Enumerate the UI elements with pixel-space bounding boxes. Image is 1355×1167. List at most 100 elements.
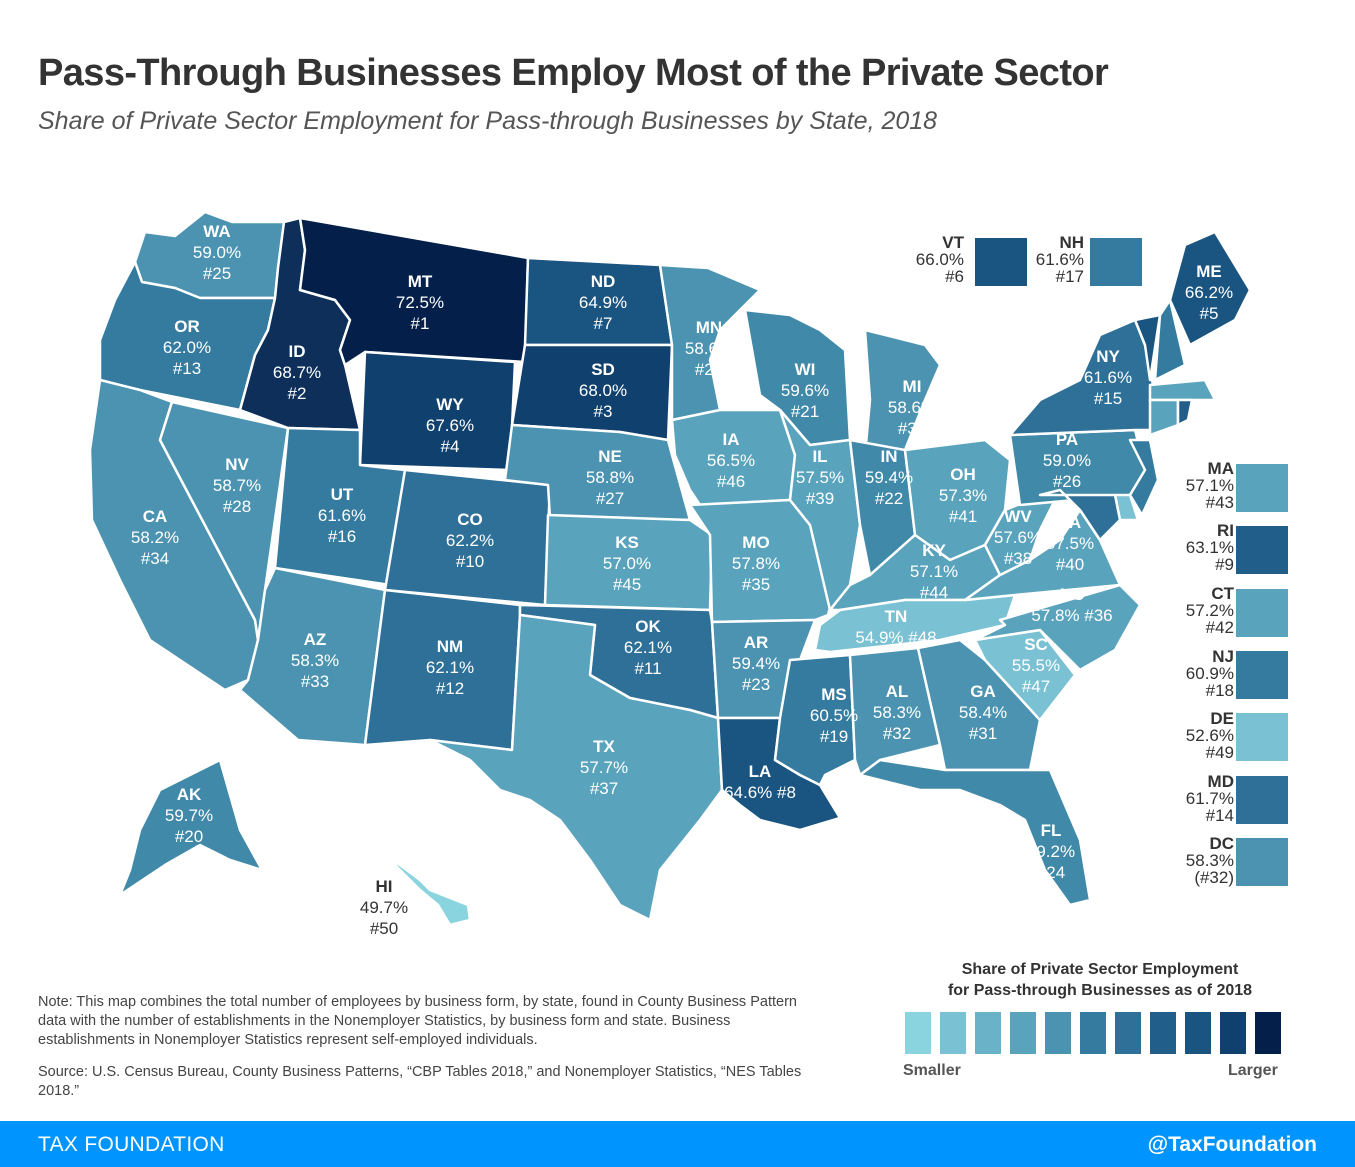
- state-label-pa: PA 59.0% #26: [1043, 430, 1091, 491]
- state-label-share: 58.4%: [959, 703, 1007, 722]
- state-label-ga: GA 58.4% #31: [959, 682, 1007, 743]
- state-label-ks: KS 57.0% #45: [603, 533, 651, 594]
- state-label-share: 57.0%: [603, 554, 651, 573]
- side-swatch-ri[interactable]: [1236, 526, 1288, 574]
- state-label-abbr: MN: [696, 318, 722, 337]
- state-label-ms: MS 60.5% #19: [810, 685, 858, 746]
- state-label-ny: NY 61.6% #15: [1084, 347, 1132, 408]
- state-nj[interactable]: [1128, 438, 1160, 517]
- state-label-share: 58.7%: [213, 476, 261, 495]
- legend-swatch: [1010, 1012, 1036, 1054]
- state-label-abbr: IL: [812, 447, 827, 466]
- page-subtitle: Share of Private Sector Employment for P…: [38, 107, 938, 135]
- legend-swatch: [1220, 1012, 1246, 1054]
- state-label-rank: #29: [695, 360, 723, 379]
- state-label-wa: WA 59.0% #25: [193, 222, 241, 283]
- state-label-rank: #27: [596, 489, 624, 508]
- state-label-rank: #12: [436, 679, 464, 698]
- state-label-abbr: OH: [950, 465, 976, 484]
- state-ny[interactable]: [1008, 318, 1157, 437]
- state-label-abbr: SD: [591, 360, 615, 379]
- legend-min-label: Smaller: [903, 1062, 961, 1079]
- side-label-dc: DC 58.3% (#32): [1185, 834, 1234, 887]
- state-label-rank: #24: [1037, 863, 1065, 882]
- state-label-rank: #21: [791, 402, 819, 421]
- state-label-abbr: AL: [886, 682, 909, 701]
- state-label-rank: #28: [223, 497, 251, 516]
- state-mi[interactable]: [863, 328, 942, 457]
- state-label-share: 57.7%: [580, 758, 628, 777]
- state-label-abbr: AR: [744, 633, 769, 652]
- state-tn[interactable]: [813, 593, 1017, 654]
- state-md[interactable]: [1038, 488, 1122, 542]
- state-ma[interactable]: [1148, 378, 1217, 402]
- state-tx[interactable]: [428, 613, 724, 922]
- state-label-rank: #34: [141, 549, 169, 568]
- footer-handle[interactable]: @TaxFoundation: [1147, 1133, 1317, 1156]
- state-label-abbr: ME: [1196, 262, 1222, 281]
- state-label-sc: SC 55.5% #47: [1012, 635, 1060, 696]
- legend-swatch: [975, 1012, 1001, 1054]
- state-ri[interactable]: [1176, 398, 1194, 427]
- state-label-abbr: CA: [143, 507, 168, 526]
- state-label-or: OR 62.0% #13: [163, 317, 211, 378]
- state-label-share: 59.0%: [193, 243, 241, 262]
- state-shapes: [88, 210, 1252, 927]
- side-swatch-vt[interactable]: [975, 238, 1027, 286]
- state-hi[interactable]: [388, 858, 472, 927]
- state-label-wi: WI 59.6% #21: [781, 360, 829, 421]
- state-label-rank: #4: [441, 437, 460, 456]
- state-ak[interactable]: [118, 758, 264, 897]
- state-wv[interactable]: [983, 488, 1062, 577]
- state-label-share: 62.2%: [446, 531, 494, 550]
- state-label-rank: #39: [806, 489, 834, 508]
- state-label-share: 58.3%: [873, 703, 921, 722]
- state-label-abbr: KY: [922, 541, 946, 560]
- state-label-rank: #50: [370, 919, 398, 938]
- side-swatch-nj[interactable]: [1236, 651, 1288, 699]
- side-swatch-ma[interactable]: [1236, 464, 1288, 512]
- legend-title-line-1: Share of Private Sector Employment: [961, 961, 1239, 978]
- state-me[interactable]: [1168, 230, 1252, 347]
- state-vt[interactable]: [1133, 313, 1162, 382]
- state-nh[interactable]: [1153, 298, 1187, 382]
- state-label-mo: MO 57.8% #35: [732, 533, 780, 594]
- state-label-abbr: NV: [225, 455, 249, 474]
- state-label-az: AZ 58.3% #33: [291, 630, 339, 691]
- state-label-share: 68.0%: [579, 381, 627, 400]
- state-nc[interactable]: [973, 583, 1142, 672]
- side-swatch-nh[interactable]: [1090, 238, 1142, 286]
- footer-brand[interactable]: TAX FOUNDATION: [38, 1133, 225, 1156]
- state-label-nc: NC 57.8% #36: [1031, 585, 1112, 625]
- state-label-ia: IA 56.5% #46: [707, 430, 755, 491]
- state-label-abbr: WI: [795, 360, 816, 379]
- state-label-share-rank: 57.8% #36: [1031, 606, 1112, 625]
- side-label-ct: CT 57.2% #42: [1185, 584, 1234, 637]
- state-label-abbr: VA: [1059, 513, 1081, 532]
- side-swatch-de[interactable]: [1236, 713, 1288, 761]
- state-ga[interactable]: [916, 638, 1042, 772]
- state-label-abbr: ID: [289, 342, 306, 361]
- state-label-abbr: WV: [1004, 507, 1032, 526]
- state-mn[interactable]: [658, 263, 762, 422]
- state-label-nm: NM 62.1% #12: [426, 637, 474, 698]
- state-label-share: 58.8%: [586, 468, 634, 487]
- state-label-share: 59.2%: [1027, 842, 1075, 861]
- legend-swatch: [1150, 1012, 1176, 1054]
- state-label-rank: #25: [203, 264, 231, 283]
- state-fl[interactable]: [858, 758, 1092, 907]
- state-label-abbr: CO: [457, 510, 483, 529]
- state-label-abbr: OR: [174, 317, 200, 336]
- side-swatch-ct[interactable]: [1236, 589, 1288, 637]
- state-label-rank: #5: [1200, 304, 1219, 323]
- state-label-abbr: KS: [615, 533, 639, 552]
- state-label-rank: #35: [742, 575, 770, 594]
- state-label-rank: #38: [1004, 549, 1032, 568]
- legend-swatch: [940, 1012, 966, 1054]
- state-label-share: 67.6%: [426, 416, 474, 435]
- state-ct[interactable]: [1148, 398, 1180, 437]
- state-labels: WA 59.0% #25 OR 62.0% #13 CA 58.2% #34 NV 58.7% #28…: [131, 222, 1233, 938]
- side-swatch-dc[interactable]: [1236, 838, 1288, 886]
- side-swatch-md[interactable]: [1236, 776, 1288, 824]
- state-label-rank: #33: [301, 672, 329, 691]
